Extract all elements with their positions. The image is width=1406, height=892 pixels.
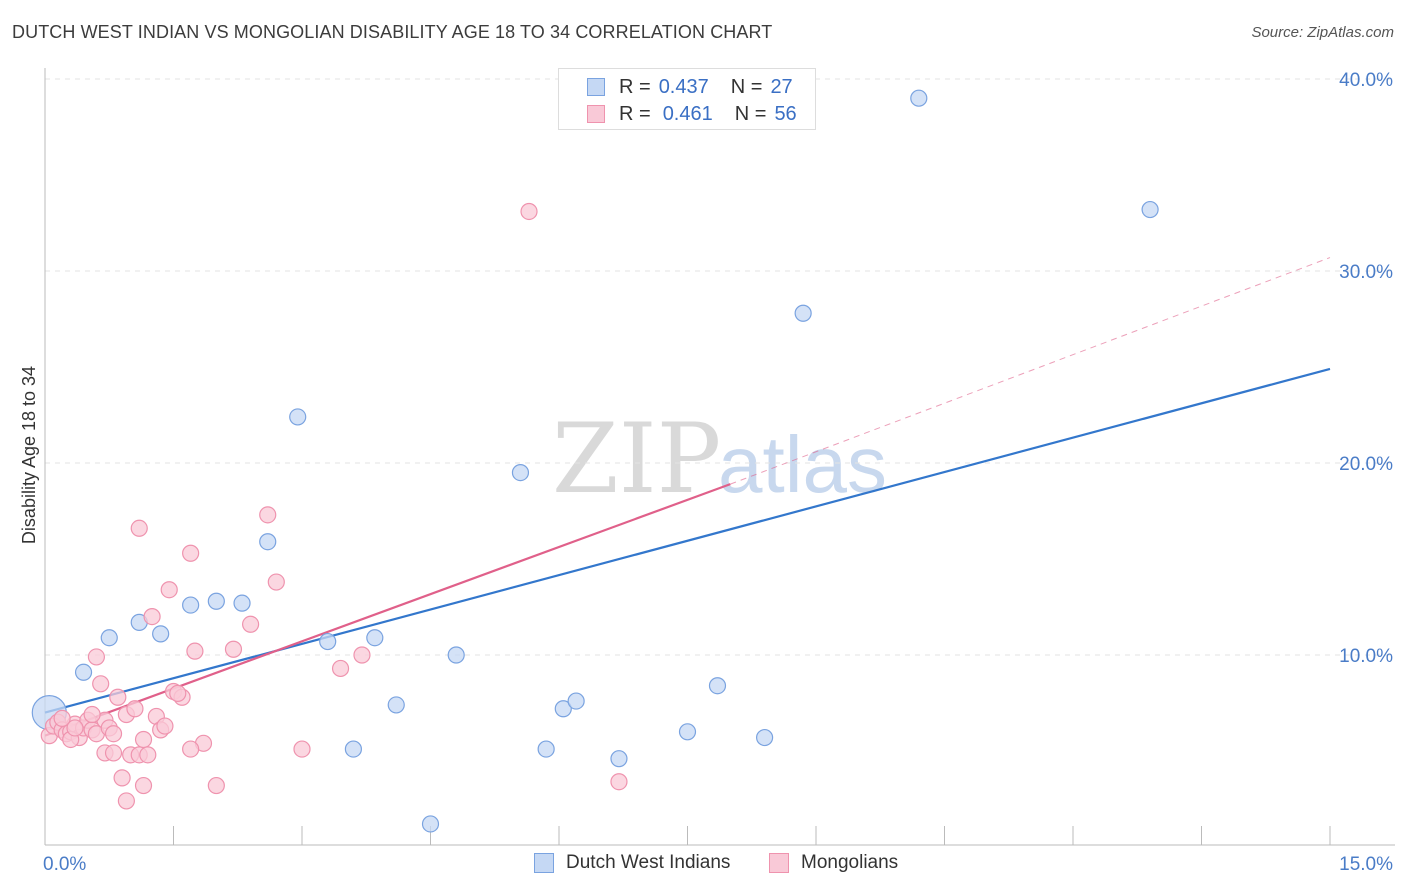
watermark-atlas: atlas: [718, 420, 887, 509]
point-dutch-west-indians: [100, 629, 118, 647]
bottom-legend-label: Mongolians: [801, 852, 899, 873]
y-tick-label: 40.0%: [1339, 70, 1393, 91]
point-dutch-west-indians: [447, 646, 465, 664]
point-mongolians: [126, 700, 144, 718]
point-mongolians: [186, 642, 204, 660]
point-mongolians: [224, 640, 243, 658]
point-dutch-west-indians: [182, 596, 200, 614]
point-mongolians: [83, 705, 101, 724]
source-label: Source: ZipAtlas.com: [1251, 24, 1394, 41]
point-mongolians: [182, 544, 200, 562]
trend-line-dashed-mongolians: [730, 257, 1331, 485]
bottom-legend-dutch-west-indians: Dutch West Indians: [534, 852, 730, 874]
point-dutch-west-indians: [74, 663, 93, 681]
point-mongolians: [182, 740, 200, 758]
point-mongolians: [139, 746, 157, 764]
x-tick-label: 0.0%: [43, 854, 86, 875]
point-mongolians: [117, 792, 135, 810]
point-mongolians: [92, 675, 110, 693]
point-dutch-west-indians: [537, 740, 555, 758]
tick-labels: 10.0% 20.0% 30.0% 40.0% 0.0% 15.0%: [43, 70, 1393, 875]
point-mongolians: [610, 773, 628, 791]
legend-r-label: R =: [619, 75, 651, 98]
point-dutch-west-indians: [567, 692, 585, 710]
legend-row-mongolians: R = 0.461 N = 56: [587, 102, 797, 126]
point-mongolians: [66, 719, 84, 737]
legend-r-label: R =: [619, 102, 651, 125]
bottom-legend-swatch-blue: [534, 853, 554, 873]
trend-line-dutch-west-indians: [44, 367, 1331, 714]
point-mongolians: [520, 202, 538, 221]
point-dutch-west-indians: [610, 750, 628, 768]
point-mongolians: [113, 769, 131, 787]
point-dutch-west-indians: [421, 815, 440, 833]
point-dutch-west-indians: [554, 700, 572, 718]
point-mongolians: [104, 744, 123, 762]
point-mongolians: [353, 646, 371, 664]
data-points: [31, 89, 1159, 833]
point-dutch-west-indians: [910, 89, 928, 107]
y-tick-label: 10.0%: [1339, 646, 1393, 667]
legend-row-dutch-west-indians: R = 0.437 N = 27: [587, 75, 793, 99]
legend-n-label: N =: [730, 75, 763, 98]
point-mongolians: [267, 573, 285, 591]
legend-r-value: 0.437: [658, 75, 709, 98]
legend-n-label: N =: [734, 102, 767, 125]
point-mongolians: [130, 519, 148, 537]
point-dutch-west-indians: [794, 304, 812, 322]
y-tick-label: 20.0%: [1339, 454, 1393, 475]
point-mongolians: [259, 506, 277, 524]
point-mongolians: [134, 730, 153, 749]
legend-n-value: 27: [770, 75, 793, 98]
point-dutch-west-indians: [344, 740, 362, 758]
point-mongolians: [156, 717, 174, 735]
point-mongolians: [331, 659, 350, 678]
point-dutch-west-indians: [366, 629, 384, 647]
point-mongolians: [143, 607, 161, 626]
point-mongolians: [169, 684, 187, 703]
watermark-zip: ZIP: [552, 403, 721, 515]
chart-title: DUTCH WEST INDIAN VS MONGOLIAN DISABILIT…: [12, 22, 773, 42]
point-dutch-west-indians: [289, 408, 307, 426]
point-mongolians: [104, 725, 123, 743]
legend-n-value: 56: [774, 102, 797, 125]
point-dutch-west-indians: [511, 464, 530, 482]
point-dutch-west-indians: [207, 592, 225, 610]
point-dutch-west-indians: [678, 723, 697, 741]
point-mongolians: [160, 581, 178, 599]
watermark: ZIP atlas: [552, 403, 887, 515]
point-dutch-west-indians: [233, 594, 251, 612]
trend-line-mongolians: [44, 483, 731, 737]
point-dutch-west-indians: [152, 625, 170, 643]
point-mongolians: [53, 709, 71, 727]
bottom-legend-label: Dutch West Indians: [566, 852, 731, 873]
point-dutch-west-indians: [755, 728, 774, 747]
bottom-legend-mongolians: Mongolians: [769, 852, 898, 874]
point-mongolians: [134, 776, 153, 795]
point-dutch-west-indians: [1141, 200, 1159, 219]
grid: [45, 78, 1395, 656]
point-dutch-west-indians: [708, 677, 727, 695]
trend-lines: [44, 257, 1331, 737]
point-mongolians: [242, 615, 260, 633]
point-mongolians: [207, 776, 225, 795]
legend-swatch-pink: [587, 105, 605, 123]
y-tick-label: 30.0%: [1339, 262, 1393, 283]
correlation-legend: R = 0.437 N = 27 R = 0.461 N = 56: [558, 68, 816, 130]
bottom-legend-swatch-pink: [769, 853, 789, 873]
point-mongolians: [109, 688, 127, 706]
y-axis-title: Disability Age 18 to 34: [19, 366, 39, 544]
point-mongolians: [293, 740, 311, 758]
legend-swatch-blue: [587, 78, 605, 96]
point-dutch-west-indians: [319, 632, 337, 651]
legend-r-value: 0.461: [662, 102, 713, 125]
x-tick-label: 15.0%: [1339, 854, 1393, 875]
point-mongolians: [87, 648, 106, 666]
point-dutch-west-indians: [387, 696, 405, 714]
point-dutch-west-indians: [259, 533, 277, 551]
